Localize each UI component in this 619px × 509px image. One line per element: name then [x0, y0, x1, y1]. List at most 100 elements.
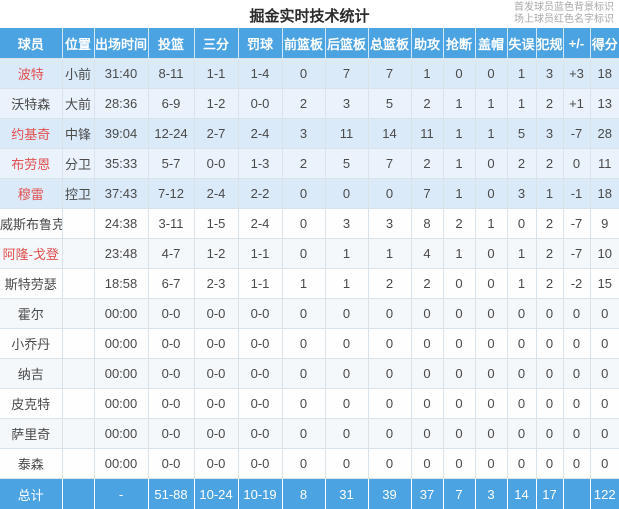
stat-cell: 0-0 [237, 388, 283, 419]
stat-cell: 31:40 [93, 58, 149, 89]
total-stat-cell: 17 [536, 478, 564, 509]
column-header: 得分 [590, 28, 619, 59]
stat-cell: 5 [506, 118, 537, 149]
stat-cell: 0 [535, 358, 564, 389]
stat-cell: 2 [367, 268, 412, 299]
stat-cell: 1-4 [237, 58, 283, 89]
stat-cell: 7 [410, 178, 444, 209]
stat-cell: 0-0 [193, 358, 239, 389]
stat-cell: 0 [474, 448, 508, 479]
player-row: 威斯布鲁克 24:38 3-11 1-5 2-4 0 3 3 8 2 1 0 2 -7 9 [0, 208, 619, 239]
player-name-cell: 穆雷 [0, 178, 63, 209]
stat-cell: 1 [474, 118, 508, 149]
stat-cell: 1-1 [237, 268, 283, 299]
stat-cell: 3 [535, 118, 564, 149]
stat-cell: 0 [442, 448, 476, 479]
player-name-cell: 沃特森 [0, 88, 63, 119]
stat-cell: 0 [410, 328, 444, 359]
stat-cell: 13 [589, 88, 619, 119]
stat-cell: +1 [562, 88, 591, 119]
player-name-cell: 霍尔 [0, 298, 63, 329]
stat-cell: 2 [535, 208, 564, 239]
stat-cell: -7 [562, 118, 591, 149]
stat-cell: -7 [562, 208, 591, 239]
stat-cell: 0-0 [237, 88, 283, 119]
stat-cell: 5 [367, 88, 412, 119]
stat-cell: 0 [562, 328, 591, 359]
stat-cell: 0-0 [193, 418, 239, 449]
stat-cell: 0 [506, 388, 537, 419]
player-name-cell: 泰森 [0, 448, 63, 479]
stat-cell: 39:04 [93, 118, 149, 149]
column-header: 后篮板 [325, 28, 369, 59]
stat-cell: 0 [474, 358, 508, 389]
stat-cell: 1-1 [193, 58, 239, 89]
stat-cell: 0 [474, 298, 508, 329]
stat-cell: 0 [281, 58, 326, 89]
stat-cell: 1 [367, 238, 412, 269]
stat-cell: 0 [367, 418, 412, 449]
total-stat-cell: 7 [443, 478, 476, 509]
stat-cell: 1 [442, 148, 476, 179]
stat-cell: 7-12 [147, 178, 195, 209]
stat-cell: 37:43 [93, 178, 149, 209]
player-row: 沃特森 大前 28:36 6-9 1-2 0-0 2 3 5 2 1 1 1 2 +1 13 [0, 88, 619, 119]
stat-cell: 小前 [61, 58, 95, 89]
stat-cell: 0 [281, 208, 326, 239]
stat-cell: 0 [474, 418, 508, 449]
stat-cell: 0 [442, 358, 476, 389]
stat-cell: 0 [562, 448, 591, 479]
stat-cell: 1 [281, 268, 326, 299]
stat-cell: 1 [474, 208, 508, 239]
stat-cell: 2 [410, 88, 444, 119]
player-row: 阿隆-戈登 23:48 4-7 1-2 1-1 0 1 1 4 1 0 1 2 -7 10 [0, 238, 619, 269]
stat-cell: 0-0 [237, 418, 283, 449]
stat-cell: 0 [474, 238, 508, 269]
player-row: 约基奇 中锋 39:04 12-24 2-7 2-4 3 11 14 11 1 1 5 3 -7 28 [0, 118, 619, 149]
stat-cell: 1 [442, 178, 476, 209]
player-name-cell: 小乔丹 [0, 328, 63, 359]
stat-cell: 1-2 [193, 238, 239, 269]
legend-line-oncourt: 场上球员红色名字标识 [514, 14, 614, 25]
stat-cell: 中锋 [61, 118, 95, 149]
column-header: 出场时间 [94, 28, 149, 59]
stat-cell: 00:00 [93, 328, 149, 359]
stat-cell: 2 [410, 148, 444, 179]
player-row: 小乔丹 00:00 0-0 0-0 0-0 0 0 0 0 0 0 0 0 0 0 [0, 328, 619, 359]
stat-cell: 0 [506, 448, 537, 479]
stat-cell: 控卫 [61, 178, 95, 209]
stat-cell: 3 [281, 118, 326, 149]
column-header: 盖帽 [475, 28, 508, 59]
stat-cell: 1 [324, 238, 369, 269]
stat-cell: 1 [506, 238, 537, 269]
stat-cell: 3 [324, 88, 369, 119]
stat-cell: 14 [367, 118, 412, 149]
player-name-cell: 阿隆-戈登 [0, 238, 63, 269]
stat-cell: 8 [410, 208, 444, 239]
stat-cell: 0-0 [147, 298, 195, 329]
stat-cell: 0 [506, 328, 537, 359]
stat-cell: 0 [410, 418, 444, 449]
stat-cell: 1-2 [193, 88, 239, 119]
stat-cell: 3 [324, 208, 369, 239]
table-body: 波特 小前 31:40 8-11 1-1 1-4 0 7 7 1 0 0 1 3 +3 18 沃特森 大前 28:3… [0, 58, 619, 509]
stat-cell: 0 [589, 388, 619, 419]
stat-cell: 0-0 [193, 388, 239, 419]
stat-cell: 0 [281, 238, 326, 269]
stat-cell: 0 [474, 388, 508, 419]
stat-cell: 1 [535, 178, 564, 209]
total-stat-cell [62, 478, 95, 509]
stat-cell [61, 268, 95, 299]
stat-cell: 0 [281, 448, 326, 479]
legend-line-starters: 首发球员蓝色背景标识 [514, 2, 614, 13]
stat-cell: 0 [506, 418, 537, 449]
stat-cell: 0-0 [193, 298, 239, 329]
column-header: 总篮板 [368, 28, 412, 59]
stat-cell [61, 418, 95, 449]
stat-cell: 0 [562, 298, 591, 329]
header-row: 球员 位置 出场时间 投篮 三分 罚球 前篮板 后篮板 总篮板 助攻 抢断 盖帽 失误 犯规 +/- 得分 [0, 28, 619, 59]
total-stat-cell: 10-24 [194, 478, 239, 509]
stat-cell: 0 [442, 328, 476, 359]
player-name-cell: 布劳恩 [0, 148, 63, 179]
total-stat-cell: 39 [368, 478, 412, 509]
